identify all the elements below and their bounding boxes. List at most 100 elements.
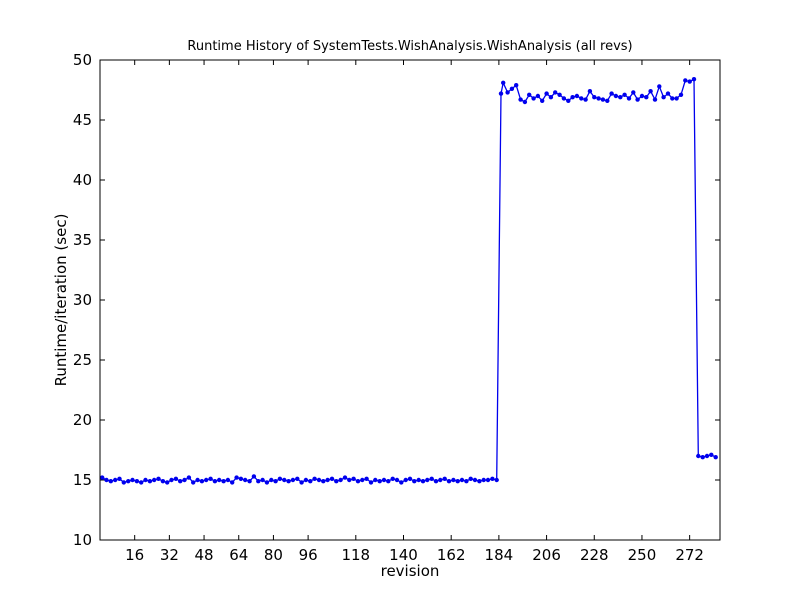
data-point xyxy=(618,95,623,100)
data-point xyxy=(557,92,562,98)
data-point xyxy=(377,479,382,484)
data-point xyxy=(342,475,348,480)
data-point xyxy=(178,479,183,484)
data-point xyxy=(674,96,679,101)
data-point xyxy=(420,479,426,484)
data-point xyxy=(412,479,417,484)
data-point xyxy=(329,476,335,481)
data-point xyxy=(351,476,356,481)
data-point xyxy=(544,91,549,96)
x-tick-label: 64 xyxy=(229,546,248,564)
x-tick-label: 206 xyxy=(532,546,561,564)
chart-title: Runtime History of SystemTests.WishAnaly… xyxy=(187,39,632,54)
data-point xyxy=(143,477,148,483)
data-point xyxy=(639,93,645,99)
data-point xyxy=(152,477,157,483)
data-point xyxy=(251,474,257,479)
data-point xyxy=(321,479,326,484)
x-tick-label: 162 xyxy=(437,546,466,564)
data-point xyxy=(407,476,413,481)
data-point xyxy=(446,479,452,484)
data-point xyxy=(295,476,300,481)
x-tick-label: 32 xyxy=(160,546,179,564)
data-point xyxy=(104,477,109,483)
data-point xyxy=(355,479,361,484)
data-point xyxy=(548,95,554,100)
data-point xyxy=(282,477,287,483)
data-point xyxy=(498,91,504,96)
data-point xyxy=(264,480,270,485)
data-point xyxy=(670,96,675,101)
data-point xyxy=(199,479,205,484)
data-point xyxy=(481,477,486,483)
data-point xyxy=(626,96,632,101)
data-point xyxy=(713,455,718,460)
data-point xyxy=(416,477,421,483)
data-point xyxy=(485,477,491,483)
y-tick-label: 45 xyxy=(73,111,92,129)
data-point xyxy=(212,479,218,484)
data-point xyxy=(442,476,447,481)
data-point xyxy=(217,477,222,483)
data-point xyxy=(490,476,495,481)
data-point xyxy=(652,97,658,102)
data-point xyxy=(574,93,580,99)
data-point xyxy=(683,78,688,83)
y-tick-label: 10 xyxy=(73,531,92,549)
data-point xyxy=(303,477,309,483)
data-point xyxy=(509,86,515,92)
data-point xyxy=(316,477,322,483)
data-point xyxy=(700,455,705,460)
data-point xyxy=(334,479,339,484)
data-point xyxy=(433,479,439,484)
data-point xyxy=(661,95,666,100)
data-point xyxy=(657,84,662,89)
data-point xyxy=(687,79,692,84)
data-point xyxy=(238,476,244,481)
data-point xyxy=(100,475,105,480)
x-tick-label: 16 xyxy=(125,546,144,564)
data-point xyxy=(592,95,597,100)
data-point xyxy=(347,477,352,483)
data-point xyxy=(134,479,140,484)
data-point xyxy=(156,476,161,481)
data-point xyxy=(605,98,610,104)
data-point xyxy=(566,98,571,104)
data-point xyxy=(277,476,283,481)
data-point xyxy=(269,477,274,483)
data-point xyxy=(260,477,265,483)
data-point xyxy=(596,96,601,101)
data-point xyxy=(583,97,588,102)
series-line xyxy=(101,78,717,484)
data-point xyxy=(299,480,304,485)
data-point xyxy=(113,477,118,483)
data-point xyxy=(221,479,226,484)
data-point xyxy=(561,96,567,101)
data-point xyxy=(678,92,684,98)
data-point xyxy=(173,476,179,481)
data-point xyxy=(587,89,593,94)
data-point xyxy=(256,479,261,484)
data-point xyxy=(709,452,714,457)
data-point xyxy=(609,91,614,96)
data-point xyxy=(191,480,196,485)
y-tick-label: 35 xyxy=(73,231,92,249)
data-point xyxy=(225,477,231,483)
data-point xyxy=(451,477,456,483)
plot-frame xyxy=(99,59,721,541)
y-tick-label: 20 xyxy=(73,411,92,429)
data-point xyxy=(325,477,330,483)
data-point xyxy=(472,477,478,483)
data-point xyxy=(130,477,135,483)
data-point xyxy=(182,477,187,483)
data-point xyxy=(286,479,291,484)
data-series xyxy=(100,77,718,485)
data-point xyxy=(139,480,144,485)
data-point xyxy=(273,479,278,484)
data-point xyxy=(518,97,523,102)
data-point xyxy=(208,476,213,481)
data-point xyxy=(514,83,519,88)
data-point xyxy=(540,98,545,104)
x-tick-label: 96 xyxy=(299,546,318,564)
